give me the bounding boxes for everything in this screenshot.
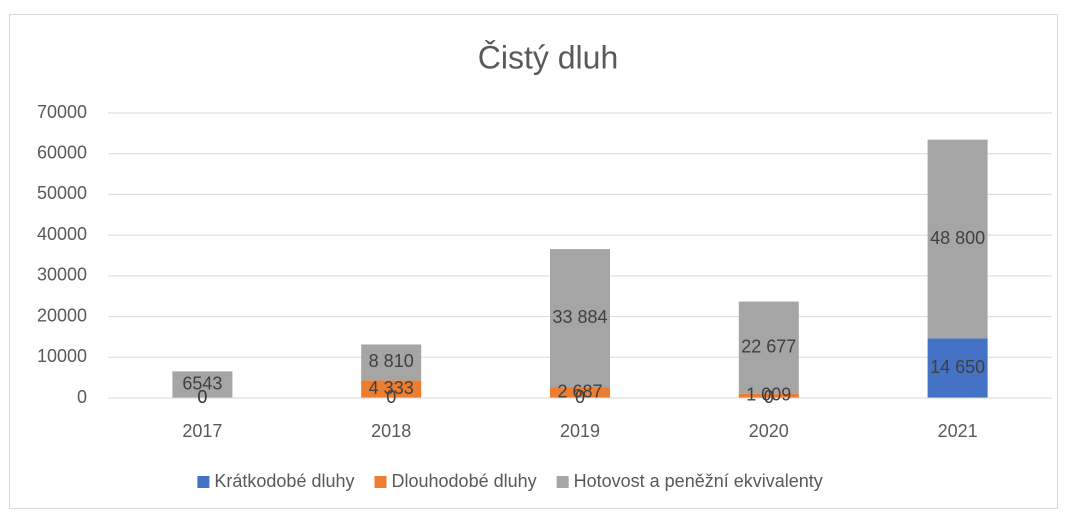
data-label: 2 687 [557,381,602,401]
data-label: 22 677 [741,336,796,356]
bar-segment [738,393,799,398]
y-tick-label: 0 [77,387,87,407]
x-tick-label: 2017 [182,421,222,441]
chart-title: Čistý dluh [478,39,619,75]
data-label: 4 333 [369,378,414,398]
bar-segment [927,338,988,398]
data-label: 0 [575,387,585,407]
y-tick-label: 60000 [37,142,87,162]
y-tick-label: 50000 [37,183,87,203]
data-label: 33 884 [552,307,607,327]
y-tick-label: 70000 [37,102,87,122]
data-label: 6543 [182,373,222,393]
legend-label: Krátkodobé dluhy [214,471,354,491]
data-label: 0 [764,387,774,407]
data-label: 0 [197,387,207,407]
bar-segment [172,371,233,398]
legend-label: Hotovost a peněžní ekvivalenty [574,471,823,491]
data-label: 0 [197,387,207,407]
legend-swatch [197,476,210,488]
legend-swatch [556,476,569,488]
x-tick-label: 2021 [938,421,978,441]
x-tick-label: 2019 [560,421,600,441]
y-tick-label: 10000 [37,346,87,366]
legend-swatch [374,476,387,488]
bar-segment [738,301,799,394]
legend-label: Dlouhodobé dluhy [392,471,537,491]
data-label: 1 009 [746,385,791,405]
bar-segment [550,249,610,388]
data-label: 0 [386,387,396,407]
data-label: 8 810 [369,351,414,371]
x-tick-label: 2020 [749,421,789,441]
x-tick-label: 2018 [371,421,411,441]
bar-segment [927,139,988,339]
y-tick-label: 40000 [37,224,87,244]
data-label: 14 650 [930,357,985,377]
bar-segment [361,380,422,398]
chart-border [9,14,1058,509]
y-tick-label: 30000 [37,265,87,285]
bar-segment [550,387,610,398]
y-tick-label: 20000 [37,305,87,325]
bar-segment [361,344,422,381]
data-label: 48 800 [930,228,985,248]
